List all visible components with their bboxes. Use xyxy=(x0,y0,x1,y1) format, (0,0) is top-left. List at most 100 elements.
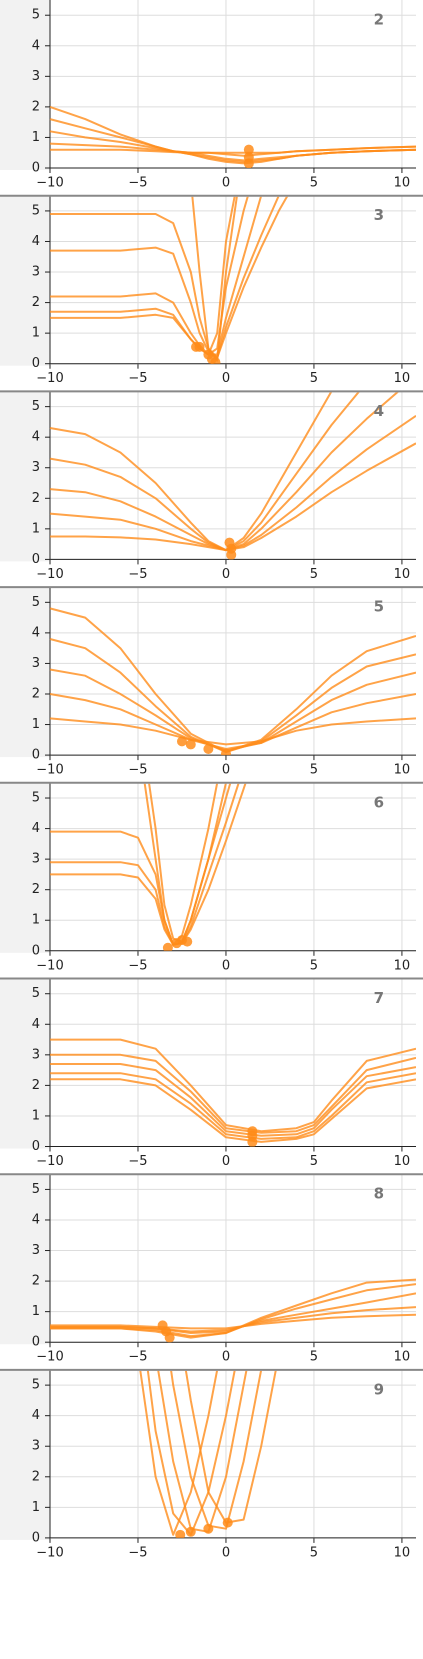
x-tick-label: 10 xyxy=(394,763,411,778)
y-tick-label: 5 xyxy=(32,791,40,806)
y-tick-label: 3 xyxy=(32,265,40,280)
plot-area xyxy=(49,607,416,756)
curve xyxy=(50,1072,416,1140)
plot-area xyxy=(50,196,289,364)
point xyxy=(162,942,173,951)
y-tick-label: 5 xyxy=(32,1182,40,1197)
panel: −10 −5 0 5 10 0 1 2 3 4 5 3 xyxy=(0,194,423,392)
panel-label: 5 xyxy=(374,598,384,616)
y-tick-label: 3 xyxy=(32,1047,40,1062)
x-tick-label: 0 xyxy=(222,1350,230,1365)
curve xyxy=(50,196,236,356)
y-tick-label: 3 xyxy=(32,852,40,867)
y-tick-label: 0 xyxy=(32,356,40,371)
panel-bg xyxy=(0,391,423,588)
y-tick-label: 1 xyxy=(32,913,40,928)
out-of-range-band xyxy=(0,195,50,366)
x-tick-label: 10 xyxy=(394,1154,411,1169)
curve xyxy=(50,1053,416,1134)
plot-area xyxy=(139,1370,277,1538)
panel: −10 −5 0 5 10 0 1 2 3 4 5 7 xyxy=(0,977,423,1175)
plot-area xyxy=(50,783,247,951)
curve xyxy=(50,442,416,552)
point xyxy=(226,549,237,560)
y-tick-label: 4 xyxy=(32,821,40,836)
point xyxy=(185,1526,196,1537)
plot-area xyxy=(49,392,416,560)
y-tick-label: 4 xyxy=(32,1017,40,1032)
x-tick-label: 10 xyxy=(394,176,411,191)
panel-bg xyxy=(0,1174,423,1370)
y-tick-label: 3 xyxy=(32,656,40,671)
out-of-range-band xyxy=(0,391,50,562)
x-tick-label: 10 xyxy=(394,1350,411,1365)
point xyxy=(182,936,193,947)
out-of-range-band xyxy=(0,978,50,1149)
x-tick-label: −10 xyxy=(36,1350,63,1365)
curve xyxy=(50,1078,416,1143)
panel-bg xyxy=(0,0,423,196)
x-tick-label: 0 xyxy=(222,371,230,386)
x-tick-label: −10 xyxy=(36,567,63,582)
panel-label: 6 xyxy=(374,793,384,811)
y-tick-label: 4 xyxy=(32,1408,40,1423)
panel: −10 −5 0 5 10 0 1 2 3 4 5 6 xyxy=(0,781,423,979)
x-tick-label: 5 xyxy=(310,371,318,386)
point xyxy=(220,748,231,756)
x-tick-label: 5 xyxy=(310,567,318,582)
curve xyxy=(50,196,249,356)
y-tick-label: 5 xyxy=(32,595,40,610)
y-tick-label: 5 xyxy=(32,203,40,218)
curve xyxy=(49,130,416,162)
y-tick-label: 1 xyxy=(32,1500,40,1515)
x-tick-label: −5 xyxy=(128,958,147,973)
panel: −10 −5 0 5 10 0 1 2 3 4 5 2 xyxy=(0,0,423,196)
y-tick-label: 0 xyxy=(32,1530,40,1545)
point xyxy=(185,739,196,750)
y-tick-label: 2 xyxy=(32,295,40,310)
x-tick-label: −5 xyxy=(128,763,147,778)
y-tick-label: 4 xyxy=(32,625,40,640)
curve xyxy=(146,1370,236,1536)
x-tick-label: −5 xyxy=(128,1154,147,1169)
out-of-range-band xyxy=(0,0,50,170)
y-tick-label: 3 xyxy=(32,460,40,475)
out-of-range-band xyxy=(0,1174,50,1345)
y-tick-label: 4 xyxy=(32,430,40,445)
point xyxy=(243,144,254,155)
y-tick-label: 4 xyxy=(32,234,40,249)
point xyxy=(175,1529,186,1538)
y-tick-label: 2 xyxy=(32,1078,40,1093)
panel-label: 8 xyxy=(374,1185,384,1203)
x-tick-label: −10 xyxy=(36,763,63,778)
panel-bg xyxy=(0,587,423,783)
x-tick-label: 0 xyxy=(222,763,230,778)
y-tick-label: 2 xyxy=(32,99,40,114)
y-tick-label: 1 xyxy=(32,1108,40,1123)
y-tick-label: 0 xyxy=(32,943,40,958)
y-tick-label: 2 xyxy=(32,686,40,701)
panel-label: 9 xyxy=(374,1380,384,1398)
x-tick-label: 10 xyxy=(394,1545,411,1560)
x-tick-label: −10 xyxy=(36,176,63,191)
curve xyxy=(49,717,416,746)
point xyxy=(243,158,254,168)
panel: −10 −5 0 5 10 0 1 2 3 4 5 5 xyxy=(0,586,423,783)
y-tick-label: 2 xyxy=(32,1469,40,1484)
x-tick-label: −10 xyxy=(36,1154,63,1169)
x-tick-label: −10 xyxy=(36,371,63,386)
y-tick-label: 3 xyxy=(32,1439,40,1454)
point xyxy=(164,1332,175,1343)
curve xyxy=(170,1370,263,1530)
curve xyxy=(157,1370,248,1533)
panel: −10 −5 0 5 10 0 1 2 3 4 5 9 xyxy=(0,1368,423,1566)
y-tick-label: 0 xyxy=(32,748,40,763)
x-tick-label: −5 xyxy=(128,1545,147,1560)
x-tick-label: −10 xyxy=(36,1545,63,1560)
panel: −10 −5 0 5 10 0 1 2 3 4 5 4 xyxy=(0,390,423,588)
y-tick-label: 0 xyxy=(32,161,40,176)
panel: −10 −5 0 5 10 0 1 2 3 4 5 8 xyxy=(0,1173,423,1370)
curve xyxy=(139,1370,219,1536)
y-tick-label: 1 xyxy=(32,1304,40,1319)
